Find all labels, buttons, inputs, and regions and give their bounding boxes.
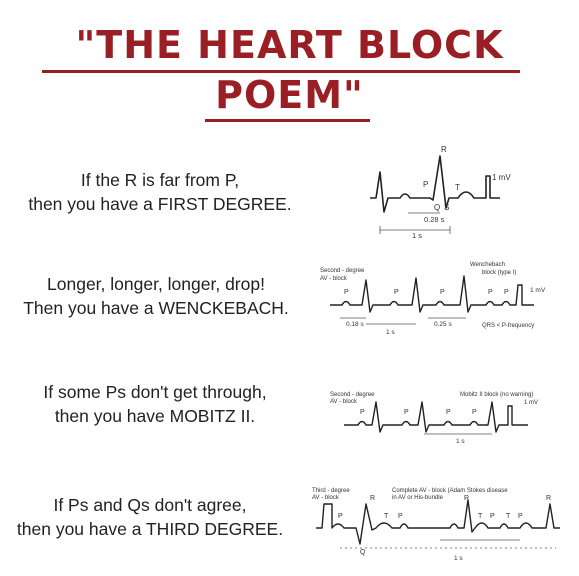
block-label: AV - block <box>312 495 340 501</box>
p-label: P <box>398 513 403 520</box>
t-label: T <box>478 513 483 520</box>
block-label: Complete AV - block (Adam Stokes disease <box>392 488 508 494</box>
p-label: P <box>504 289 509 296</box>
r-label: R <box>464 495 469 502</box>
p-label: P <box>472 409 477 416</box>
title-underline-bottom <box>205 119 370 122</box>
verse-line: If some Ps don't get through, <box>43 382 267 402</box>
block-label: Second - degree <box>330 392 375 398</box>
scale-label: 1 s <box>386 329 395 336</box>
p-label: P <box>360 409 365 416</box>
p-label: P <box>488 289 493 296</box>
verse-line: Longer, longer, longer, drop! <box>47 274 265 294</box>
block-label: in AV or His-bundle <box>392 495 444 501</box>
block-label: Wenchebach <box>470 262 505 268</box>
verse-line: If Ps and Qs don't agree, <box>53 495 247 515</box>
scale-label: 1 s <box>456 438 465 445</box>
p-label: P <box>446 409 451 416</box>
p-label: P <box>423 180 428 189</box>
block-label: block (type I) <box>482 270 516 276</box>
t-label: T <box>455 183 460 192</box>
r-label: R <box>370 495 375 502</box>
note-label: QRS < P-frequency <box>482 323 534 329</box>
title-underline-top <box>42 70 520 73</box>
p-label: P <box>394 289 399 296</box>
r-label: R <box>546 495 551 502</box>
t-label: T <box>506 513 511 520</box>
page-title-line2: POEM" <box>215 73 364 117</box>
block-label: Third - degree <box>312 488 350 494</box>
scale-label: 1 s <box>454 555 463 562</box>
verse-line: then you have MOBITZ II. <box>54 406 256 426</box>
p-label: P <box>440 289 445 296</box>
p-label: P <box>404 409 409 416</box>
block-label: Second - degree <box>320 268 365 274</box>
verse-third-degree: If Ps and Qs don't agree, then you have … <box>0 493 300 541</box>
scale-label: 1 s <box>412 231 422 240</box>
s-label: S <box>444 203 449 212</box>
q-label: Q <box>360 549 366 556</box>
mv-label: 1 mV <box>524 400 538 406</box>
q-label: Q <box>434 203 440 212</box>
verse-line: Then you have a WENCKEBACH. <box>23 298 289 318</box>
r-label: R <box>441 145 447 154</box>
verse-first-degree: If the R is far from P, then you have a … <box>0 168 320 216</box>
verse-line: If the R is far from P, <box>80 170 240 190</box>
p-label: P <box>518 513 523 520</box>
mv-label: 1 mV <box>530 287 546 294</box>
block-label: AV - block <box>320 276 348 282</box>
interval-label: 0.18 s <box>346 321 364 328</box>
block-label: AV - block <box>330 399 358 405</box>
verse-line: then you have a FIRST DEGREE. <box>28 194 292 214</box>
verse-wenckebach: Longer, longer, longer, drop! Then you h… <box>0 272 312 320</box>
page-title: "THE HEART BLOCK <box>75 23 504 67</box>
mv-label: 1 mV <box>492 173 511 182</box>
interval-label: 0.25 s <box>434 321 452 328</box>
block-label: Mobitz II block (no warning) <box>460 392 533 398</box>
interval-label: 0.28 s <box>424 215 445 224</box>
p-label: P <box>490 513 495 520</box>
p-label: P <box>344 289 349 296</box>
verse-line: then you have a THIRD DEGREE. <box>16 519 284 539</box>
t-label: T <box>384 513 389 520</box>
p-label: P <box>338 513 343 520</box>
verse-mobitz-ii: If some Ps don't get through, then you h… <box>0 380 310 428</box>
